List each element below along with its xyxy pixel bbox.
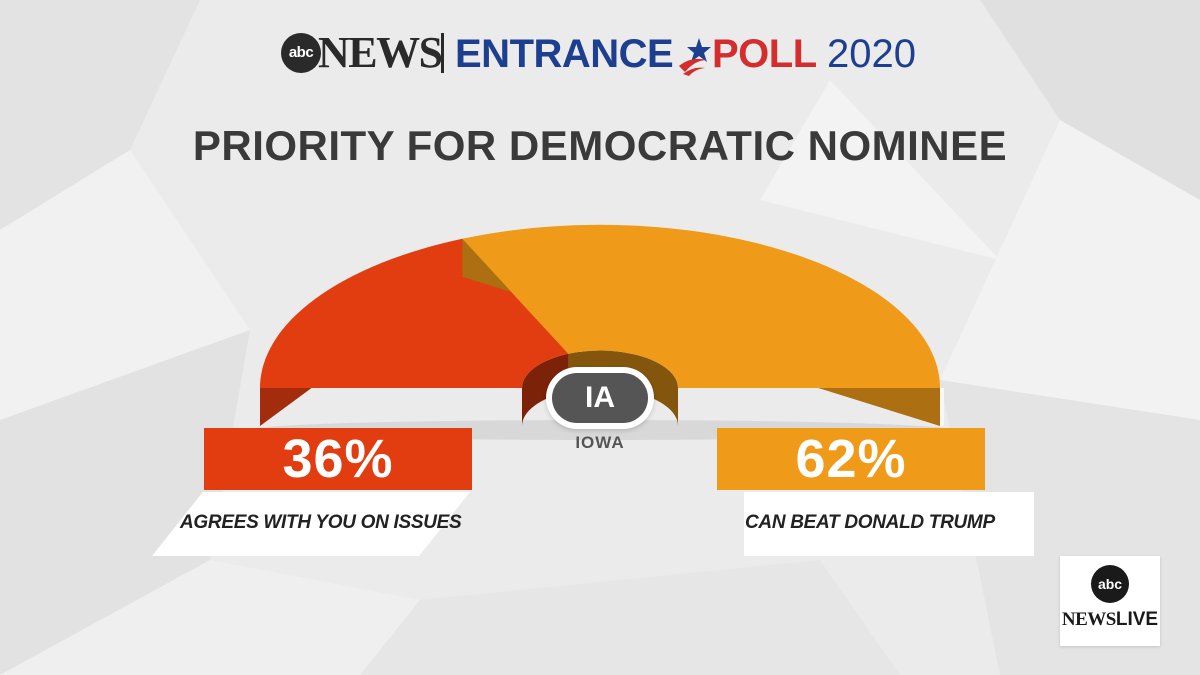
gauge-inner-wall-issues bbox=[522, 353, 569, 426]
live-news-word: NEWS bbox=[1061, 609, 1116, 630]
poll-name-poll: POLL bbox=[712, 32, 817, 76]
abc-logo: abc bbox=[281, 33, 321, 73]
header-divider bbox=[441, 33, 444, 73]
live-abc-logo: abc bbox=[1091, 565, 1129, 603]
result-label-box-beat-trump bbox=[744, 492, 1034, 556]
abc-news-live-badge: abc NEWSLIVE bbox=[1060, 556, 1160, 646]
state-name: IOWA bbox=[575, 433, 625, 452]
state-abbr: IA bbox=[552, 373, 648, 423]
gauge-remainder bbox=[940, 388, 944, 426]
poll-name-entrance: ENTRANCE bbox=[455, 32, 674, 76]
poll-year: 2020 bbox=[827, 32, 916, 76]
result-value-issues: 36% bbox=[204, 428, 472, 490]
live-live-word: LIVE bbox=[1115, 609, 1159, 630]
chart-title: PRIORITY FOR DEMOCRATIC NOMINEE bbox=[192, 122, 1008, 169]
live-text: NEWSLIVE bbox=[1060, 607, 1160, 633]
result-value-beat-trump: 62% bbox=[717, 428, 985, 490]
state-badge: IA bbox=[546, 367, 654, 429]
network-name: NEWS bbox=[318, 28, 443, 77]
result-card-issues: 36% AGREES WITH YOU ON ISSUES bbox=[152, 428, 472, 568]
gauge-slice-beat-trump bbox=[462, 224, 940, 388]
result-label-box-issues bbox=[152, 492, 470, 556]
result-label-issues: AGREES WITH YOU ON ISSUES bbox=[180, 512, 462, 533]
star-swoosh-icon bbox=[679, 38, 711, 76]
result-card-beat-trump: 62% CAN BEAT DONALD TRUMP bbox=[717, 428, 1034, 568]
result-label-beat-trump: CAN BEAT DONALD TRUMP bbox=[745, 512, 995, 533]
